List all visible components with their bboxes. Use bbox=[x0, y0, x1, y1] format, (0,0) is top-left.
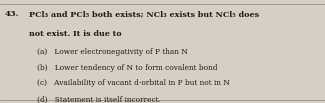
Text: 43.: 43. bbox=[5, 10, 20, 18]
Text: (b)   Lower tendency of N to form covalent bond: (b) Lower tendency of N to form covalent… bbox=[37, 64, 218, 72]
Text: PCl₃ and PCl₅ both exists; NCl₃ exists but NCl₅ does: PCl₃ and PCl₅ both exists; NCl₃ exists b… bbox=[29, 10, 259, 18]
Text: (d)   Statement is itself incorrect.: (d) Statement is itself incorrect. bbox=[37, 96, 161, 103]
Text: (c)   Availability of vacant d-orbital in P but not in N: (c) Availability of vacant d-orbital in … bbox=[37, 79, 230, 87]
Text: (a)   Lower electronegativity of P than N: (a) Lower electronegativity of P than N bbox=[37, 48, 188, 56]
Text: not exist. It is due to: not exist. It is due to bbox=[29, 30, 122, 38]
